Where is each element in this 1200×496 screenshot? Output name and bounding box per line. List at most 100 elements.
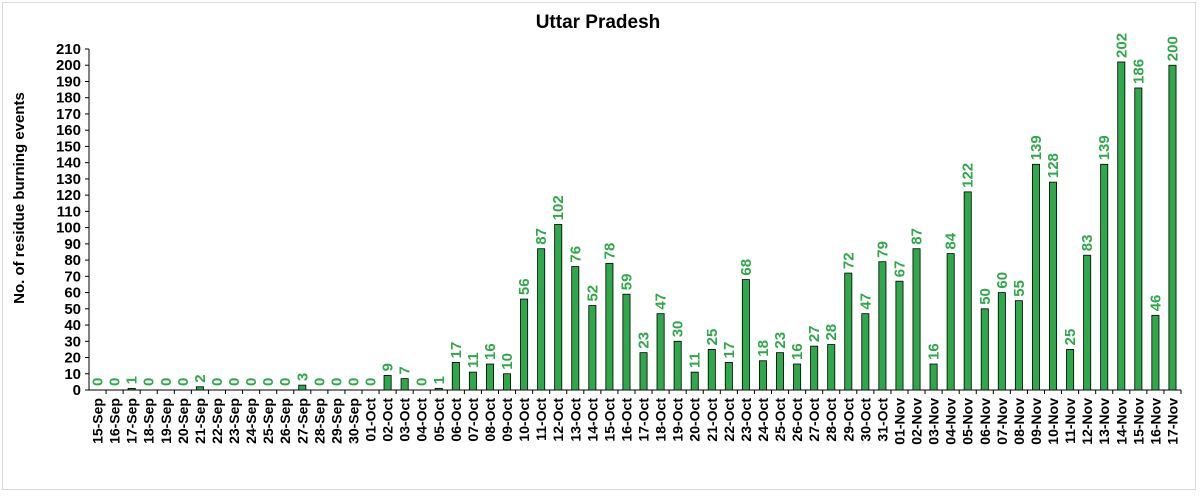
data-label: 76	[567, 246, 584, 263]
data-label: 7	[397, 366, 414, 374]
bar	[1151, 314, 1160, 391]
x-tick-label: 03-Oct	[397, 398, 413, 442]
data-labels: 0 0 1 0 0 0 2 0 0 0 0 030 0 0 09 70 11711161056871027652…	[90, 33, 1182, 386]
y-tick-label: 90	[64, 236, 81, 253]
y-tick-label: 20	[64, 350, 81, 367]
y-tick-label: 120	[56, 187, 81, 204]
data-label: 0	[328, 378, 345, 386]
data-label: 2	[192, 374, 209, 382]
x-tick-label: 21-Oct	[704, 398, 720, 442]
data-label: 0	[158, 378, 175, 386]
bar	[1100, 163, 1109, 391]
bar	[451, 361, 460, 391]
bar	[400, 378, 409, 391]
data-label: 17	[448, 342, 465, 359]
x-tick-label: 22-Sep	[209, 398, 225, 444]
bar	[707, 349, 716, 391]
data-label: 11	[687, 352, 704, 368]
bar	[383, 374, 392, 391]
x-tick-label: 10-Nov	[1045, 398, 1061, 445]
y-tick-label: 40	[64, 317, 81, 334]
data-label: 186	[1130, 59, 1147, 84]
data-label: 0	[141, 378, 158, 386]
bars	[127, 61, 1177, 391]
data-label: 139	[1096, 135, 1113, 160]
y-tick-label: 170	[56, 106, 81, 123]
x-tick-label: 12-Oct	[550, 398, 566, 442]
x-tick-label: 10-Oct	[516, 398, 532, 442]
chart-frame: Uttar Pradesh No. of residue burning eve…	[2, 2, 1196, 490]
data-label: 46	[1147, 295, 1164, 312]
x-tick-label: 14-Oct	[584, 398, 600, 442]
x-tick-label: 28-Sep	[311, 398, 327, 444]
x-tick-label: 19-Sep	[158, 398, 174, 444]
x-tick-label: 25-Oct	[772, 398, 788, 442]
x-tick-label: 27-Oct	[806, 398, 822, 442]
data-label: 78	[601, 243, 618, 260]
data-label: 55	[1011, 280, 1028, 297]
x-tick-label: 05-Nov	[960, 398, 976, 445]
x-tick-label: 18-Oct	[653, 398, 669, 442]
x-tick-label: 09-Oct	[499, 398, 515, 442]
y-tick-label: 110	[57, 203, 81, 220]
x-tick-label: 13-Oct	[567, 398, 583, 442]
bar	[844, 272, 853, 391]
bar	[434, 387, 443, 391]
x-tick-label: 15-Sep	[90, 398, 106, 444]
bar	[503, 373, 512, 391]
data-label: 67	[891, 261, 908, 278]
data-label: 0	[226, 378, 243, 386]
data-label: 18	[755, 340, 772, 357]
y-tick-label: 50	[64, 301, 81, 318]
y-tick-label: 30	[64, 333, 81, 350]
x-axis: 15-Sep 16-Sep 17-Sep 18-Sep 19-Sep 20-Sep 21-S…	[89, 389, 1182, 445]
bar	[1031, 163, 1040, 391]
bar	[639, 352, 648, 391]
data-label: 1	[431, 376, 448, 384]
x-tick-label: 30-Sep	[345, 398, 361, 444]
bar	[997, 292, 1006, 391]
bar	[571, 266, 580, 391]
x-tick-label: 17-Nov	[1164, 398, 1180, 445]
bar	[1117, 61, 1126, 391]
data-label: 128	[1045, 153, 1062, 178]
bar	[537, 248, 546, 391]
x-tick-label: 30-Oct	[857, 398, 873, 442]
x-tick-label: 26-Oct	[789, 398, 805, 442]
data-label: 11	[465, 352, 482, 368]
data-label: 83	[1079, 235, 1096, 252]
x-tick-label: 06-Nov	[977, 398, 993, 445]
bar	[776, 352, 785, 391]
x-tick-label: 29-Oct	[840, 398, 856, 442]
bar-chart: Uttar Pradesh No. of residue burning eve…	[11, 12, 1182, 445]
bar	[741, 279, 750, 391]
x-tick-label: 24-Sep	[243, 398, 259, 444]
bar	[1134, 87, 1143, 391]
x-tick-label: 13-Nov	[1096, 398, 1112, 445]
y-tick-label: 70	[64, 268, 81, 285]
data-label: 25	[1062, 329, 1079, 346]
data-label: 122	[960, 163, 977, 188]
bar	[724, 361, 733, 391]
x-tick-label: 28-Oct	[823, 398, 839, 442]
x-tick-label: 14-Nov	[1113, 398, 1129, 445]
bar	[468, 371, 477, 391]
data-label: 52	[584, 285, 601, 302]
x-tick-label: 07-Oct	[465, 398, 481, 442]
x-tick-label: 02-Oct	[380, 398, 396, 442]
bar	[656, 313, 665, 391]
bar	[127, 387, 136, 391]
data-label: 59	[618, 274, 635, 291]
bar	[1066, 349, 1075, 391]
x-tick-label: 01-Nov	[891, 398, 907, 445]
data-label: 30	[670, 321, 687, 338]
data-label: 0	[209, 378, 226, 386]
bar	[690, 371, 699, 391]
bar	[1083, 254, 1092, 391]
y-tick-label: 160	[56, 122, 81, 139]
data-label: 47	[857, 293, 874, 310]
x-tick-label: 01-Oct	[363, 398, 379, 442]
data-label: 50	[977, 288, 994, 305]
data-label: 0	[260, 378, 277, 386]
data-label: 0	[107, 378, 124, 386]
